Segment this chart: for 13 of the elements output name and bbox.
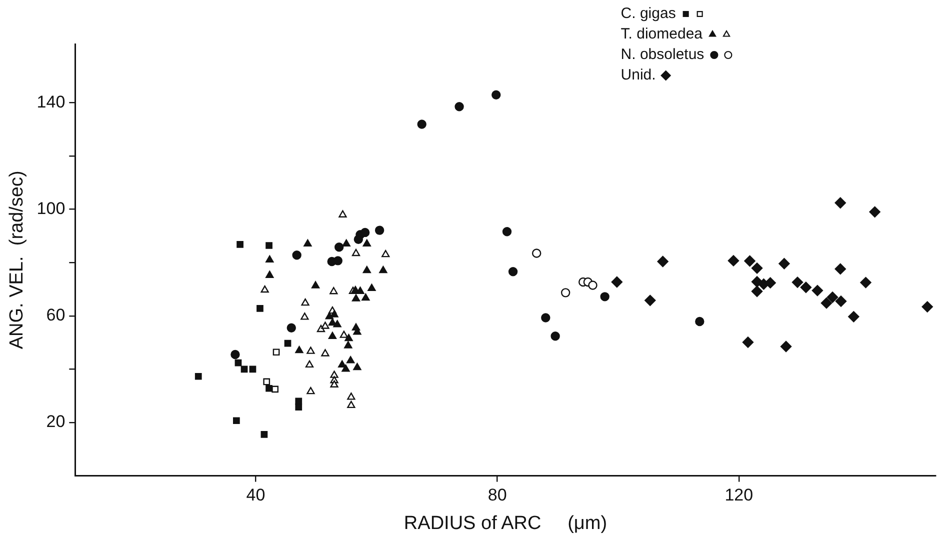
y-axis-title: ANG. VEL. (rad/sec) — [6, 170, 28, 350]
y-tick-label: 100 — [36, 198, 66, 218]
legend-label: Unid. — [620, 66, 656, 84]
x-tick-label: 80 — [488, 486, 507, 505]
y-tick-label: 140 — [36, 92, 66, 112]
legend-label: N. obsoletus — [620, 46, 704, 64]
legend-label: C. gigas — [620, 5, 676, 22]
x-tick-label: 40 — [246, 486, 266, 505]
x-axis-title: RADIUS of ARC (μm) — [404, 512, 608, 534]
legend-label: T. diomedea — [620, 26, 704, 43]
x-tick-label: 120 — [724, 486, 754, 505]
y-tick-label: 60 — [46, 306, 66, 325]
y-tick-label: 20 — [46, 412, 66, 432]
